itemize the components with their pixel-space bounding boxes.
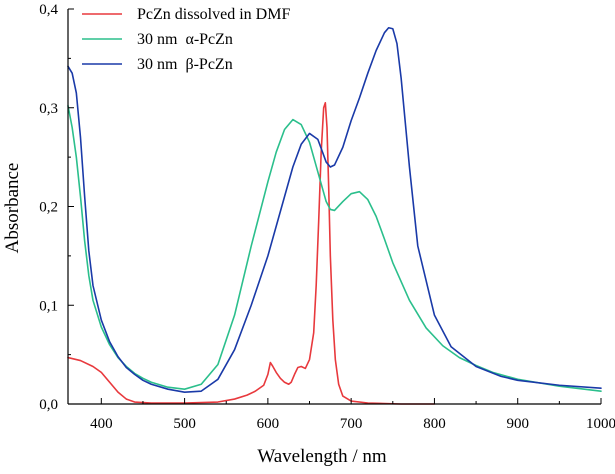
- series-lines: [67, 26, 602, 405]
- series-line-1: [67, 102, 436, 405]
- y-tick-label: 0,0: [39, 397, 58, 413]
- y-tick-label: 0,2: [39, 200, 58, 216]
- y-tick-label: 0,3: [39, 101, 58, 117]
- y-tick-label: 0,1: [39, 298, 58, 314]
- series-line-3: [67, 26, 602, 393]
- x-tick-label: 900: [506, 416, 529, 432]
- legend-label-1: PcZn dissolved in DMF: [137, 6, 290, 23]
- series-line-2: [67, 104, 602, 392]
- legend-label-3: 30 nm β-PcZn: [137, 56, 233, 73]
- x-tick-label: 1000: [586, 416, 615, 432]
- x-tick-label: 400: [90, 416, 113, 432]
- x-axis-title: Wavelength / nm: [257, 446, 387, 467]
- x-tick-label: 800: [423, 416, 446, 432]
- x-tick-label: 700: [340, 416, 363, 432]
- y-tick-label: 0,4: [39, 2, 58, 18]
- x-tick-label: 500: [173, 416, 196, 432]
- axes: 400 500 600 700 800 900 1000 0,0 0,1 0,2 0,3 0,4: [39, 2, 615, 432]
- legend: PcZn dissolved in DMF 30 nm α-PcZn 30 nm β…: [82, 6, 290, 73]
- y-axis-title: Absorbance: [2, 163, 23, 254]
- x-tick-label: 600: [257, 416, 280, 432]
- legend-label-2: 30 nm α-PcZn: [137, 31, 233, 48]
